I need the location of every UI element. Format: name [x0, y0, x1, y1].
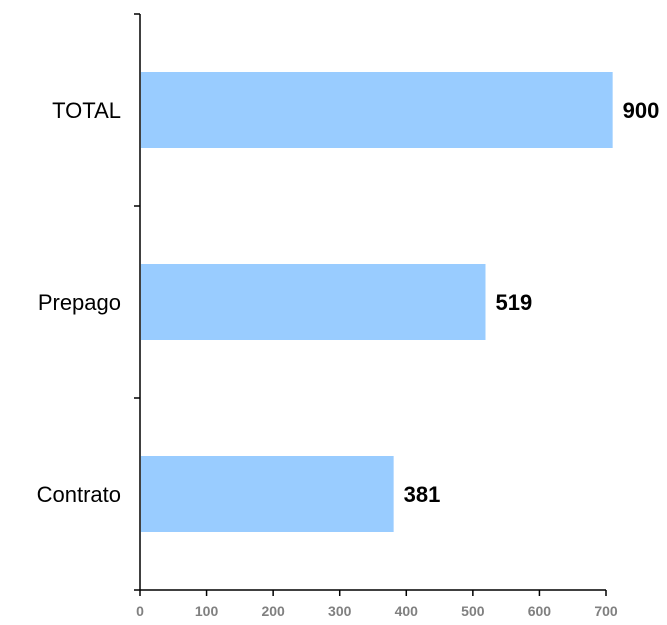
- category-label: Contrato: [37, 482, 121, 507]
- x-tick-label: 500: [461, 603, 485, 619]
- axes: 0 100 200 300 400 500 600 700: [134, 13, 618, 619]
- category-label: TOTAL: [52, 98, 121, 123]
- labels: TOTAL 900 Prepago 519 Contrato 381: [37, 98, 660, 507]
- x-tick-label: 200: [261, 603, 285, 619]
- bars: [141, 72, 613, 532]
- x-tick-label: 0: [136, 603, 144, 619]
- bar-contrato: [141, 456, 394, 532]
- category-label: Prepago: [38, 290, 121, 315]
- x-tick-label: 600: [528, 603, 552, 619]
- x-tick-label: 700: [594, 603, 618, 619]
- x-tick-label: 400: [395, 603, 419, 619]
- data-label: 900: [623, 98, 660, 123]
- bar-prepago: [141, 264, 486, 340]
- data-label: 519: [496, 290, 533, 315]
- x-tick-label: 100: [195, 603, 219, 619]
- bar-total: [141, 72, 613, 148]
- x-tick-label: 300: [328, 603, 352, 619]
- data-label: 381: [404, 482, 441, 507]
